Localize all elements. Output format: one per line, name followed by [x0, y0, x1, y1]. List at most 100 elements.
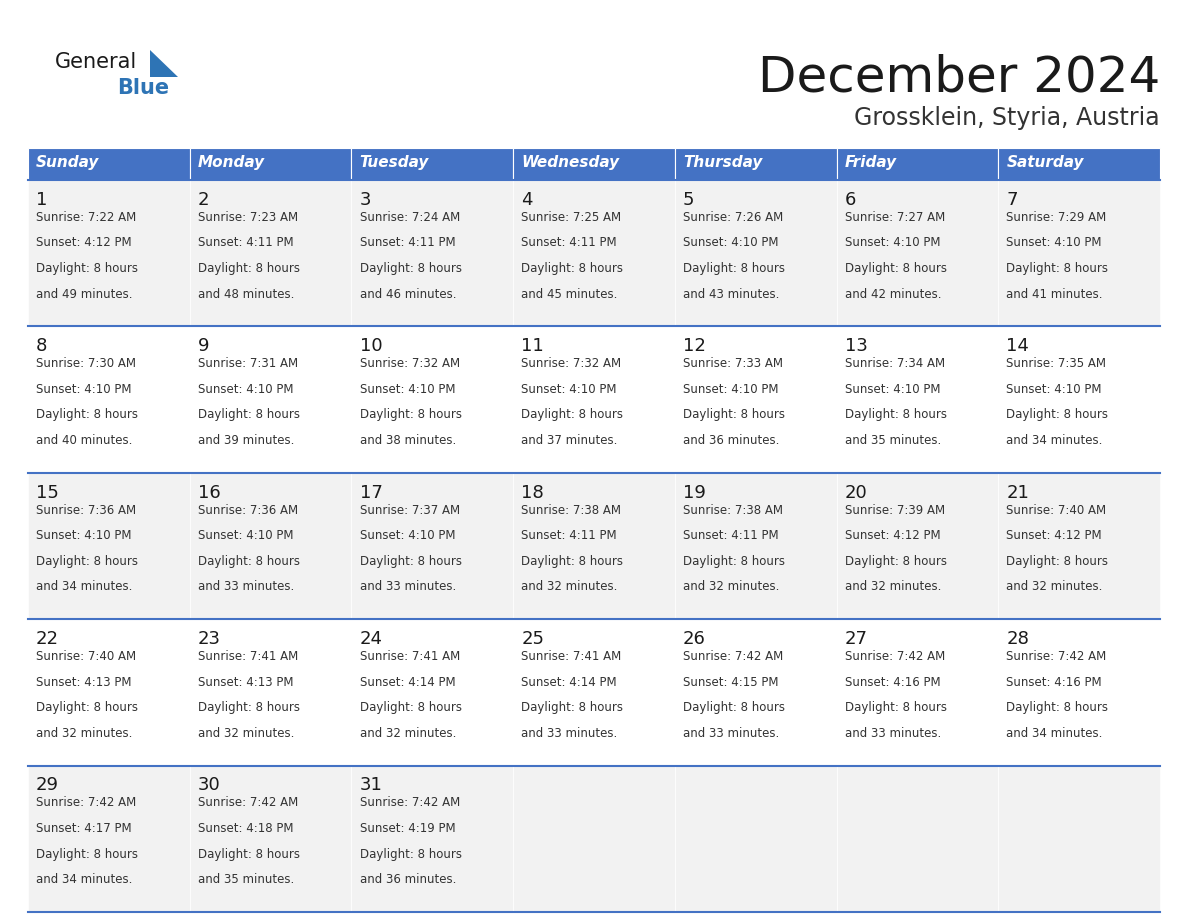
Text: Sunrise: 7:33 AM: Sunrise: 7:33 AM [683, 357, 783, 370]
Text: Sunset: 4:12 PM: Sunset: 4:12 PM [36, 237, 132, 250]
Text: Daylight: 8 hours: Daylight: 8 hours [360, 847, 461, 860]
Text: Sunset: 4:17 PM: Sunset: 4:17 PM [36, 822, 132, 835]
Bar [998, 620, 1159, 766]
Bar [998, 180, 1159, 327]
Text: Wednesday: Wednesday [522, 155, 619, 170]
Text: Sunrise: 7:40 AM: Sunrise: 7:40 AM [1006, 504, 1106, 517]
Text: Sunset: 4:16 PM: Sunset: 4:16 PM [1006, 676, 1102, 688]
Text: Daylight: 8 hours: Daylight: 8 hours [1006, 409, 1108, 421]
Text: 30: 30 [197, 777, 221, 794]
Bar [190, 148, 352, 180]
Text: Sunrise: 7:35 AM: Sunrise: 7:35 AM [1006, 357, 1106, 370]
Text: Daylight: 8 hours: Daylight: 8 hours [683, 262, 785, 275]
Text: Sunrise: 7:32 AM: Sunrise: 7:32 AM [360, 357, 460, 370]
Bar [998, 148, 1159, 180]
Text: 25: 25 [522, 630, 544, 648]
Text: Sunset: 4:13 PM: Sunset: 4:13 PM [36, 676, 132, 688]
Text: Sunset: 4:10 PM: Sunset: 4:10 PM [360, 529, 455, 543]
Text: Sunrise: 7:26 AM: Sunrise: 7:26 AM [683, 211, 783, 224]
Text: and 34 minutes.: and 34 minutes. [1006, 434, 1102, 447]
Text: 23: 23 [197, 630, 221, 648]
Text: Daylight: 8 hours: Daylight: 8 hours [683, 554, 785, 568]
Text: and 33 minutes.: and 33 minutes. [522, 727, 618, 740]
Text: and 33 minutes.: and 33 minutes. [845, 727, 941, 740]
Text: Sunset: 4:10 PM: Sunset: 4:10 PM [683, 237, 778, 250]
Text: 14: 14 [1006, 337, 1029, 355]
Text: and 33 minutes.: and 33 minutes. [360, 580, 456, 593]
Text: and 32 minutes.: and 32 minutes. [197, 727, 295, 740]
Text: Sunset: 4:10 PM: Sunset: 4:10 PM [1006, 383, 1102, 396]
Text: Daylight: 8 hours: Daylight: 8 hours [1006, 554, 1108, 568]
Text: Sunrise: 7:38 AM: Sunrise: 7:38 AM [683, 504, 783, 517]
Text: Sunset: 4:14 PM: Sunset: 4:14 PM [360, 676, 455, 688]
Text: Sunset: 4:15 PM: Sunset: 4:15 PM [683, 676, 778, 688]
Text: Sunset: 4:10 PM: Sunset: 4:10 PM [197, 529, 293, 543]
Text: Sunrise: 7:25 AM: Sunrise: 7:25 AM [522, 211, 621, 224]
Text: Daylight: 8 hours: Daylight: 8 hours [522, 701, 624, 714]
Text: Sunrise: 7:42 AM: Sunrise: 7:42 AM [845, 650, 944, 663]
Text: Sunset: 4:10 PM: Sunset: 4:10 PM [683, 383, 778, 396]
Text: Daylight: 8 hours: Daylight: 8 hours [36, 262, 138, 275]
Text: 6: 6 [845, 191, 857, 208]
Text: Sunset: 4:19 PM: Sunset: 4:19 PM [360, 822, 455, 835]
Text: 31: 31 [360, 777, 383, 794]
Bar [190, 766, 352, 912]
Text: 13: 13 [845, 337, 867, 355]
Bar [675, 766, 836, 912]
Text: Daylight: 8 hours: Daylight: 8 hours [36, 554, 138, 568]
Text: 4: 4 [522, 191, 532, 208]
Text: and 42 minutes.: and 42 minutes. [845, 287, 941, 300]
Bar [190, 473, 352, 620]
Text: Daylight: 8 hours: Daylight: 8 hours [845, 262, 947, 275]
Text: and 32 minutes.: and 32 minutes. [360, 727, 456, 740]
Text: Sunrise: 7:32 AM: Sunrise: 7:32 AM [522, 357, 621, 370]
Text: and 34 minutes.: and 34 minutes. [1006, 727, 1102, 740]
Text: Sunrise: 7:27 AM: Sunrise: 7:27 AM [845, 211, 944, 224]
Text: 16: 16 [197, 484, 221, 501]
Text: Daylight: 8 hours: Daylight: 8 hours [522, 409, 624, 421]
Text: 24: 24 [360, 630, 383, 648]
Text: and 49 minutes.: and 49 minutes. [36, 287, 133, 300]
Text: Sunset: 4:13 PM: Sunset: 4:13 PM [197, 676, 293, 688]
Text: and 37 minutes.: and 37 minutes. [522, 434, 618, 447]
Bar [836, 180, 998, 327]
Text: and 35 minutes.: and 35 minutes. [197, 873, 295, 886]
Text: Daylight: 8 hours: Daylight: 8 hours [197, 262, 299, 275]
Text: Daylight: 8 hours: Daylight: 8 hours [197, 701, 299, 714]
Text: Daylight: 8 hours: Daylight: 8 hours [360, 409, 461, 421]
Text: Thursday: Thursday [683, 155, 763, 170]
Text: Sunset: 4:16 PM: Sunset: 4:16 PM [845, 676, 940, 688]
Bar [675, 327, 836, 473]
Text: Grossklein, Styria, Austria: Grossklein, Styria, Austria [854, 106, 1159, 130]
Text: 18: 18 [522, 484, 544, 501]
Text: Daylight: 8 hours: Daylight: 8 hours [36, 701, 138, 714]
Text: Daylight: 8 hours: Daylight: 8 hours [845, 701, 947, 714]
Bar [352, 327, 513, 473]
Bar [836, 620, 998, 766]
Text: Sunset: 4:10 PM: Sunset: 4:10 PM [36, 529, 132, 543]
Text: and 36 minutes.: and 36 minutes. [360, 873, 456, 886]
Text: Sunset: 4:10 PM: Sunset: 4:10 PM [1006, 237, 1102, 250]
Text: Sunset: 4:10 PM: Sunset: 4:10 PM [522, 383, 617, 396]
Text: 9: 9 [197, 337, 209, 355]
Bar [352, 180, 513, 327]
Text: 17: 17 [360, 484, 383, 501]
Text: and 35 minutes.: and 35 minutes. [845, 434, 941, 447]
Bar [513, 620, 675, 766]
Text: Daylight: 8 hours: Daylight: 8 hours [36, 847, 138, 860]
Text: Daylight: 8 hours: Daylight: 8 hours [360, 262, 461, 275]
Text: Sunset: 4:12 PM: Sunset: 4:12 PM [1006, 529, 1102, 543]
Text: and 33 minutes.: and 33 minutes. [683, 727, 779, 740]
Bar [998, 473, 1159, 620]
Bar [352, 473, 513, 620]
Text: Sunrise: 7:42 AM: Sunrise: 7:42 AM [1006, 650, 1106, 663]
Text: Sunset: 4:11 PM: Sunset: 4:11 PM [683, 529, 778, 543]
Text: and 34 minutes.: and 34 minutes. [36, 580, 132, 593]
Text: and 32 minutes.: and 32 minutes. [36, 727, 132, 740]
Text: Sunrise: 7:22 AM: Sunrise: 7:22 AM [36, 211, 137, 224]
Bar [675, 180, 836, 327]
Text: 1: 1 [36, 191, 48, 208]
Text: Daylight: 8 hours: Daylight: 8 hours [1006, 262, 1108, 275]
Bar [29, 766, 190, 912]
Text: Friday: Friday [845, 155, 897, 170]
